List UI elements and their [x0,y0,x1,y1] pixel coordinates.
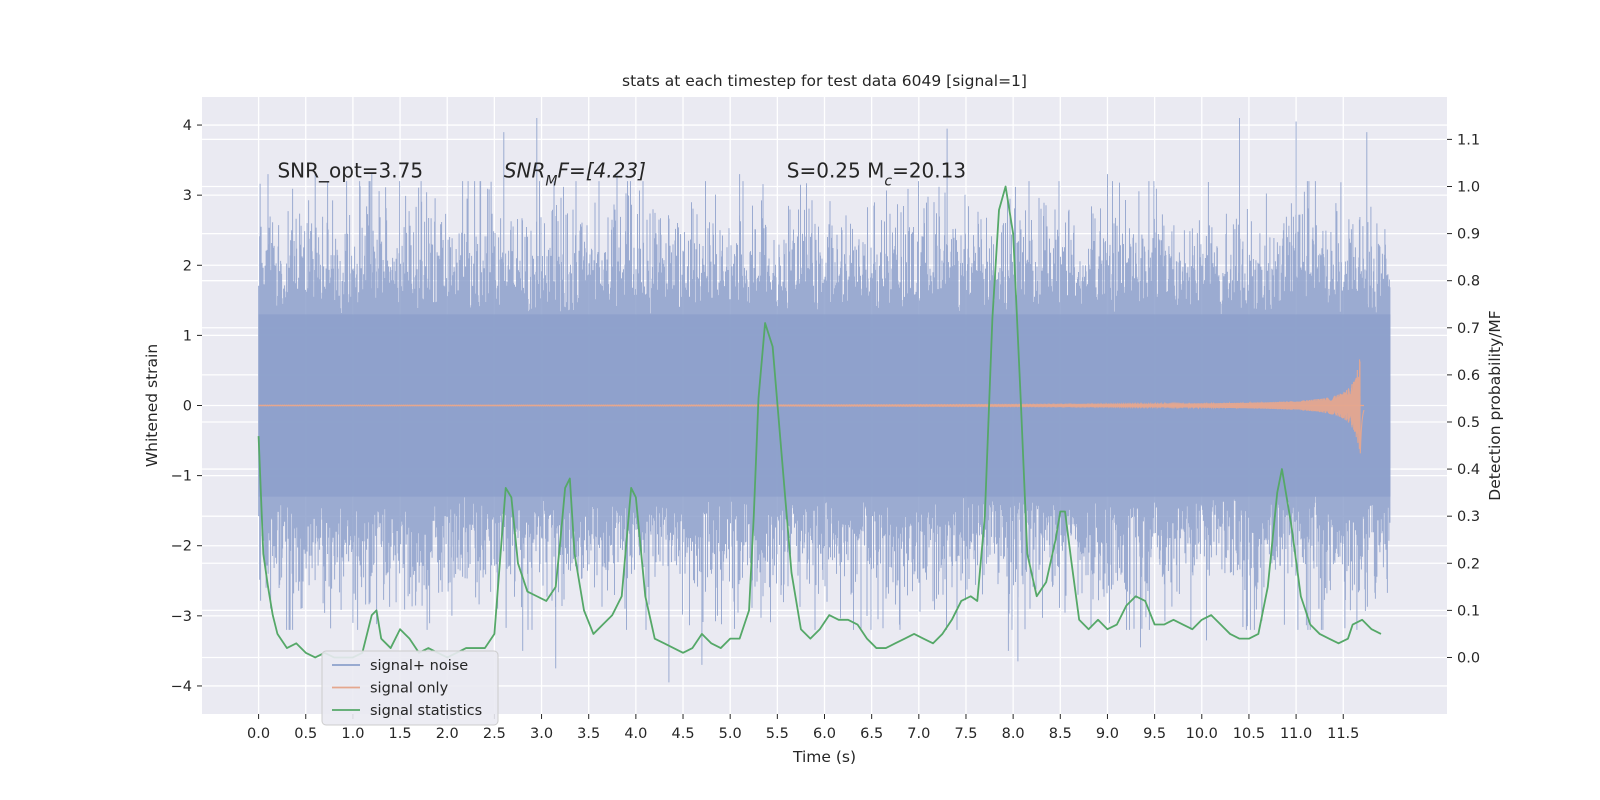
x-axis-label: Time (s) [792,748,856,766]
x-tick-label: 2.0 [436,726,459,742]
x-tick-label: 9.0 [1096,726,1119,742]
y-tick-label: −1 [171,469,192,485]
x-tick-label: 3.0 [530,726,553,742]
annotation: SNRMF=[4.23] [504,159,646,190]
x-tick-label: 3.5 [577,726,600,742]
y-tick-label: 2 [183,258,192,274]
y2-tick-label: 0.2 [1457,556,1480,572]
legend-entry: signal statistics [370,703,482,719]
x-tick-label: 2.5 [483,726,506,742]
legend: signal+ noise signal only signal statistic… [321,650,499,726]
y2-axis-label: Detection probability/MF [1486,310,1504,501]
y2-tick-label: 0.7 [1457,321,1480,337]
legend-box [321,650,499,726]
x-tick-label: 1.0 [341,726,364,742]
y-tick-label: 0 [183,399,192,415]
legend-entry: signal+ noise [370,658,468,674]
y2-tick-label: 0.9 [1457,227,1480,243]
x-tick-label: 1.5 [389,726,412,742]
chart-title: stats at each timestep for test data 604… [622,72,1027,90]
x-tick-label: 8.0 [1002,726,1025,742]
y-axis-label: Whitened strain [143,344,161,467]
x-tick-label: 4.5 [671,726,694,742]
y2-tick-label: 0.1 [1457,603,1480,619]
x-tick-label: 5.0 [719,726,742,742]
y-tick-label: 3 [183,188,192,204]
x-tick-label: 7.5 [954,726,977,742]
x-tick-label: 11.0 [1280,726,1312,742]
x-tick-label: 6.0 [813,726,836,742]
y2-tick-label: 0.5 [1457,415,1480,431]
x-tick-label: 10.0 [1186,726,1218,742]
y-tick-label: 1 [183,328,192,344]
annotation: SNR_opt=3.75 [277,159,423,183]
y-axis-ticks: −4 −3 −2 −1 0 1 2 3 4 [171,118,202,695]
x-tick-label: 0.5 [294,726,317,742]
x-tick-label: 9.5 [1143,726,1166,742]
x-tick-label: 7.0 [907,726,930,742]
y-tick-label: −4 [171,679,192,695]
y2-tick-label: 0.4 [1457,462,1480,478]
annotation: S=0.25 Mc=20.13 [787,159,966,190]
signal-only-series [258,359,1365,454]
legend-entry: signal only [370,681,449,697]
y2-tick-label: 0.0 [1457,650,1480,666]
x-tick-label: 11.5 [1327,726,1359,742]
y2-tick-label: 0.8 [1457,274,1480,290]
x-tick-label: 4.0 [624,726,647,742]
x-axis-ticks: 0.0 0.5 1.0 1.5 2.0 2.5 3.0 3.5 4.0 4.5 5.0 5.5 6.0 6… [247,714,1359,742]
y-tick-label: 4 [183,118,192,134]
x-tick-label: 6.5 [860,726,883,742]
y2-axis-ticks: 0.0 0.1 0.2 0.3 0.4 0.5 0.6 0.7 0.8 0.9 1.0 1.1 [1447,132,1480,666]
y2-tick-label: 1.1 [1457,132,1480,148]
y2-tick-label: 0.3 [1457,509,1480,525]
y-tick-label: −2 [171,539,192,555]
x-tick-label: 5.5 [766,726,789,742]
y2-tick-label: 0.6 [1457,368,1480,384]
y-tick-label: −3 [171,609,192,625]
x-tick-label: 0.0 [247,726,270,742]
x-tick-label: 8.5 [1049,726,1072,742]
noise-trace [258,118,1391,683]
x-tick-label: 10.5 [1233,726,1265,742]
y2-tick-label: 1.0 [1457,179,1480,195]
annotations: SNR_opt=3.75 SNRMF=[4.23] S=0.25 Mc=20.13 [277,159,966,190]
